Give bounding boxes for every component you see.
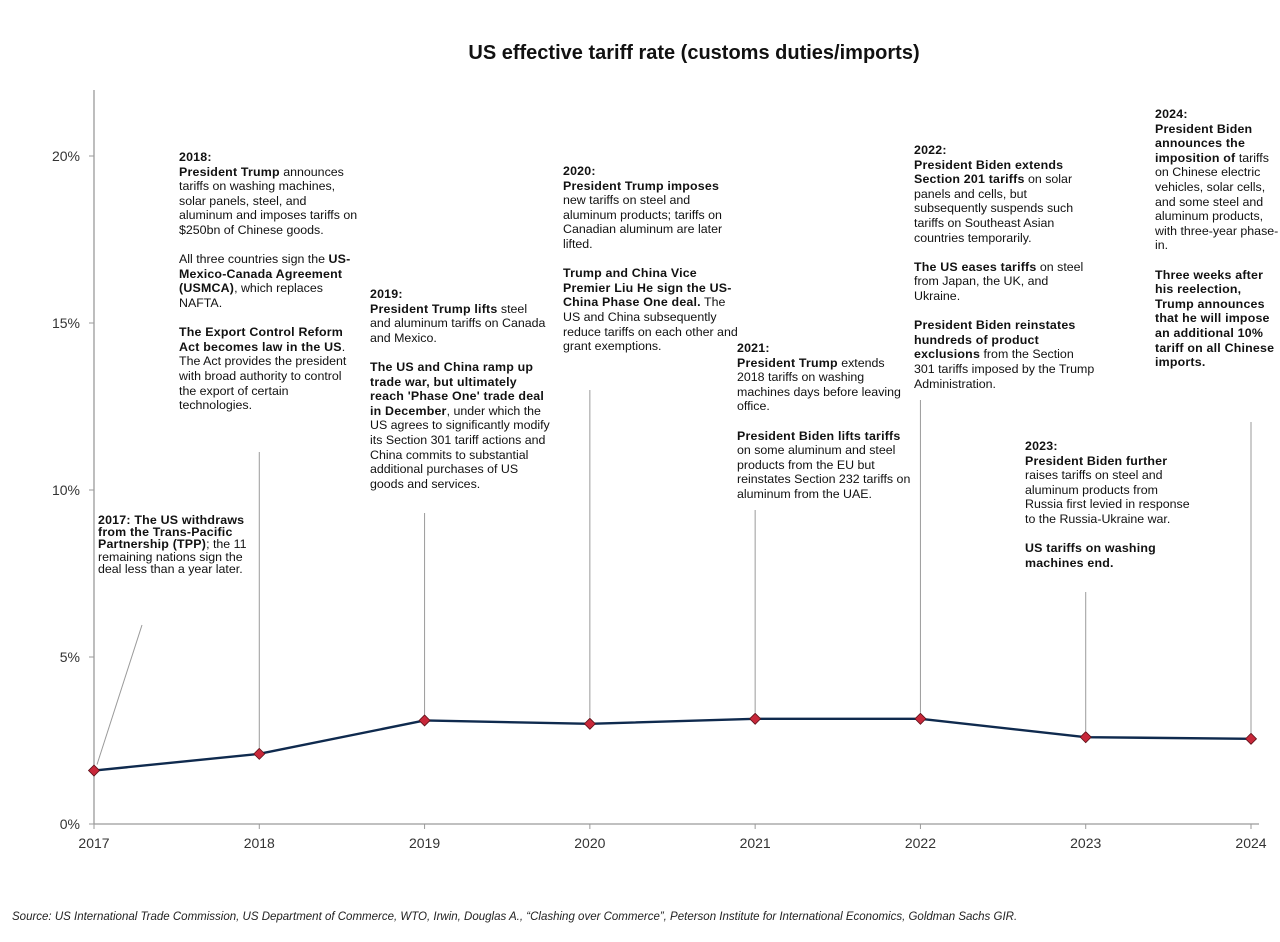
annotation-text: tariffs on Chinese electric vehicles, so… bbox=[1155, 150, 1279, 253]
annotation-paragraph: 2018: President Trump announces tariffs … bbox=[179, 150, 359, 238]
leader-lines bbox=[96, 390, 1252, 765]
leader-line-2017 bbox=[96, 624, 143, 765]
annotation-paragraph: US tariffs on washing machines end. bbox=[1025, 541, 1190, 570]
annotation-paragraph: 2017: The US withdraws from the Trans-Pa… bbox=[98, 514, 248, 575]
annotation-paragraph: 2022: President Biden extends Section 20… bbox=[914, 143, 1096, 245]
data-point-2024 bbox=[1244, 732, 1258, 745]
annotation-text: The US and China subsequently reduce tar… bbox=[563, 295, 738, 354]
axes bbox=[89, 90, 1259, 829]
annotation-text: steel and aluminum tariffs on Canada and… bbox=[370, 301, 546, 345]
x-tick-label: 2021 bbox=[740, 835, 771, 851]
annotation-paragraph: The Export Control Reform Act becomes la… bbox=[179, 325, 359, 413]
series-line bbox=[93, 717, 1252, 772]
data-point-2017 bbox=[87, 764, 101, 777]
x-tick-label: 2018 bbox=[244, 835, 275, 851]
annotation-text: on some aluminum and steel products from… bbox=[737, 443, 911, 501]
annotation-2020: 2020: President Trump imposes new tariff… bbox=[563, 164, 743, 354]
y-tick-label: 0% bbox=[60, 816, 80, 832]
data-point-2023 bbox=[1079, 731, 1092, 744]
x-tick-label: 2022 bbox=[905, 835, 936, 851]
annotation-bold-text: Three weeks after his reelection, Trump … bbox=[1155, 267, 1275, 370]
x-tick-label: 2023 bbox=[1070, 835, 1101, 851]
annotation-paragraph: 2020: President Trump imposes new tariff… bbox=[563, 164, 743, 252]
y-tick-label: 20% bbox=[52, 148, 80, 164]
annotation-text: new tariffs on steel and aluminum produc… bbox=[563, 193, 723, 251]
annotation-2021: 2021: President Trump extends 2018 tarif… bbox=[737, 341, 915, 502]
annotation-paragraph: The US eases tariffs on steel from Japan… bbox=[914, 260, 1096, 304]
x-tick-label: 2020 bbox=[574, 835, 605, 851]
annotation-text: on steel from Japan, the UK, and Ukraine… bbox=[914, 259, 1084, 303]
annotation-2019: 2019: President Trump lifts steel and al… bbox=[370, 287, 550, 491]
x-tick-label: 2019 bbox=[409, 835, 440, 851]
data-point-2021 bbox=[749, 712, 762, 725]
annotation-bold-text: The US eases tariffs bbox=[914, 259, 1037, 274]
annotation-paragraph: 2019: President Trump lifts steel and al… bbox=[370, 287, 550, 345]
annotation-paragraph: 2021: President Trump extends 2018 tarif… bbox=[737, 341, 915, 414]
annotation-text: raises tariffs on steel and aluminum pro… bbox=[1025, 468, 1190, 526]
annotation-text: from the Section 301 tariffs imposed by … bbox=[914, 347, 1095, 391]
annotation-bold-text: 2019: President Trump lifts bbox=[370, 287, 498, 316]
annotation-bold-text: 2022: President Biden extends Section 20… bbox=[914, 143, 1064, 187]
chart-title: US effective tariff rate (customs duties… bbox=[468, 42, 920, 64]
y-tick-label: 10% bbox=[52, 482, 80, 498]
annotation-bold-text: 2018: President Trump bbox=[179, 150, 280, 179]
annotation-paragraph: President Biden reinstates hundreds of p… bbox=[914, 318, 1096, 391]
annotation-bold-text: 2023: President Biden further bbox=[1025, 439, 1168, 468]
annotation-bold-text: US-Mexico-Canada Agreement (USMCA) bbox=[179, 252, 351, 296]
annotation-text: extends 2018 tariffs on washing machines… bbox=[737, 355, 901, 414]
data-point-2022 bbox=[914, 712, 927, 725]
annotation-paragraph: All three countries sign the US-Mexico-C… bbox=[179, 252, 359, 310]
annotation-text: on solar panels and cells, but subsequen… bbox=[914, 172, 1074, 245]
annotation-text: ; the 11 remaining nations sign the deal… bbox=[98, 537, 247, 576]
annotation-paragraph: Trump and China Vice Premier Liu He sign… bbox=[563, 266, 743, 354]
annotation-bold-text: Trump and China Vice Premier Liu He sign… bbox=[563, 266, 732, 310]
x-tick-label: 2017 bbox=[78, 835, 109, 851]
y-tick-label: 5% bbox=[60, 649, 80, 665]
data-point-2018 bbox=[253, 747, 266, 760]
annotation-paragraph: Three weeks after his reelection, Trump … bbox=[1155, 268, 1280, 370]
annotation-2018: 2018: President Trump announces tariffs … bbox=[179, 150, 359, 413]
annotation-bold-text: 2017: The US withdraws from the Trans-Pa… bbox=[98, 513, 245, 552]
annotation-paragraph: 2023: President Biden further raises tar… bbox=[1025, 439, 1190, 527]
annotation-text: , which replaces NAFTA. bbox=[179, 281, 323, 310]
annotation-bold-text: The US and China ramp up trade war, but … bbox=[370, 359, 545, 418]
tick-labels: 0% 5% 10% 15% 20% 2017 2018 2019 2020 2021 2022 202… bbox=[52, 148, 1267, 851]
y-tick-label: 15% bbox=[52, 315, 80, 331]
data-point-2019 bbox=[418, 714, 431, 727]
annotation-paragraph: President Biden lifts tariffs on some al… bbox=[737, 429, 915, 502]
annotation-text: . The Act provides the president with br… bbox=[179, 339, 347, 413]
series bbox=[87, 712, 1258, 777]
annotation-paragraph: The US and China ramp up trade war, but … bbox=[370, 360, 550, 491]
annotation-bold-text: 2021: President Trump bbox=[737, 341, 838, 370]
annotation-2022: 2022: President Biden extends Section 20… bbox=[914, 143, 1096, 391]
annotation-2023: 2023: President Biden further raises tar… bbox=[1025, 439, 1190, 570]
annotation-bold-text: President Biden lifts tariffs bbox=[737, 428, 901, 443]
annotation-text: All three countries sign the bbox=[179, 252, 329, 267]
source-note: Source: US International Trade Commissio… bbox=[12, 911, 1018, 923]
annotation-text: , under which the US agrees to significa… bbox=[370, 403, 550, 491]
annotation-bold-text: US tariffs on washing machines end. bbox=[1025, 541, 1156, 570]
annotation-bold-text: The Export Control Reform Act becomes la… bbox=[179, 325, 344, 354]
data-point-2020 bbox=[583, 717, 596, 730]
annotation-text: announces tariffs on washing machines, s… bbox=[179, 164, 358, 237]
annotation-2024: 2024: President Biden announces the impo… bbox=[1155, 107, 1280, 370]
annotation-2017: 2017: The US withdraws from the Trans-Pa… bbox=[98, 514, 248, 575]
annotation-bold-text: President Biden reinstates hundreds of p… bbox=[914, 318, 1076, 362]
annotation-paragraph: 2024: President Biden announces the impo… bbox=[1155, 107, 1280, 253]
annotation-bold-text: 2020: President Trump imposes bbox=[563, 164, 720, 193]
annotation-bold-text: 2024: President Biden announces the impo… bbox=[1155, 107, 1253, 165]
x-tick-label: 2024 bbox=[1235, 835, 1266, 851]
